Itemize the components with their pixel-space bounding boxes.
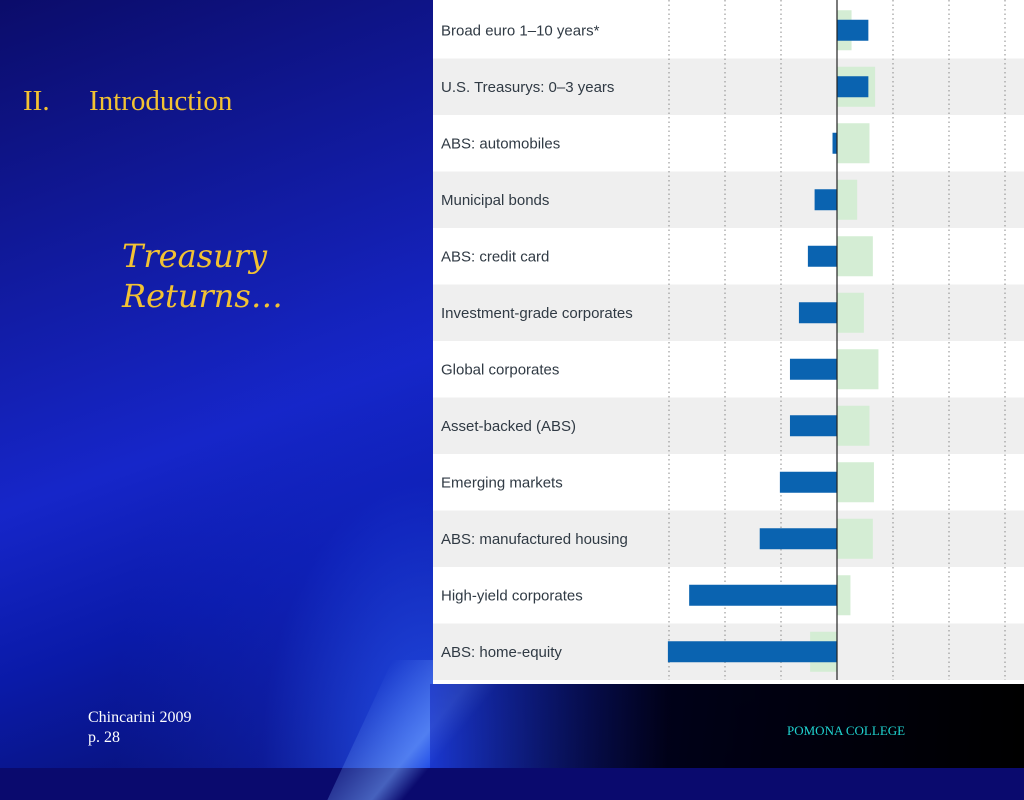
category-label: High-yield corporates <box>441 587 583 604</box>
primary-bar <box>807 245 837 267</box>
primary-bar <box>837 76 869 98</box>
secondary-bar <box>837 462 874 503</box>
primary-bar <box>779 471 837 493</box>
row-stripe <box>433 171 1024 228</box>
primary-series <box>667 19 869 663</box>
category-label: Global corporates <box>441 361 559 378</box>
primary-bar <box>832 132 837 154</box>
section-title: II. Introduction <box>23 85 232 118</box>
category-label: Municipal bonds <box>441 192 549 209</box>
footer-organization: POMONA COLLEGE <box>787 723 906 738</box>
category-label: ABS: manufactured housing <box>441 531 628 548</box>
row-stripe <box>433 510 1024 567</box>
primary-bar <box>814 189 837 211</box>
category-label: U.S. Treasurys: 0–3 years <box>441 79 614 96</box>
subtitle-line-2: Returns… <box>122 277 283 315</box>
category-label: ABS: automobiles <box>441 135 560 152</box>
secondary-bar <box>837 575 851 616</box>
category-label: ABS: credit card <box>441 248 549 265</box>
footer-author: Chincarini 2009 <box>88 709 192 726</box>
footer-citation: Chincarini 2009 p. 28 <box>88 708 192 748</box>
chart-panel: Broad euro 1–10 years* U.S. Treasurys: 0–… <box>433 0 1024 684</box>
category-label: Broad euro 1–10 years* <box>441 22 600 39</box>
category-label: Investment-grade corporates <box>441 305 633 322</box>
bar-chart: Broad euro 1–10 years* U.S. Treasurys: 0–… <box>433 0 1024 680</box>
primary-bar <box>789 358 837 380</box>
gridlines <box>668 0 1006 680</box>
category-label: ABS: home-equity <box>441 644 562 661</box>
subtitle-line-1: Treasury <box>122 237 268 275</box>
secondary-bar <box>837 292 864 333</box>
row-stripes <box>433 58 1024 680</box>
primary-bar <box>759 528 837 550</box>
primary-bar <box>689 584 837 606</box>
row-stripe <box>433 58 1024 115</box>
section-number: II. <box>23 85 50 117</box>
secondary-bar <box>837 405 870 446</box>
footer-page: p. 28 <box>88 729 120 746</box>
secondary-bar <box>837 349 879 390</box>
secondary-bar <box>837 123 870 164</box>
background-dark-band <box>430 684 1024 768</box>
row-stripe <box>433 397 1024 454</box>
secondary-bar <box>837 236 873 277</box>
secondary-bar <box>837 518 873 559</box>
secondary-bar <box>837 179 858 220</box>
primary-bar <box>789 415 837 437</box>
row-stripe <box>433 284 1024 341</box>
category-label: Emerging markets <box>441 474 563 491</box>
section-title-text: Introduction <box>89 85 233 117</box>
slide-subtitle: Treasury Returns… <box>122 236 322 316</box>
category-labels: Broad euro 1–10 years* U.S. Treasurys: 0–… <box>441 22 633 661</box>
primary-bar <box>667 641 837 663</box>
category-label: Asset-backed (ABS) <box>441 418 576 435</box>
primary-bar <box>837 19 869 41</box>
primary-bar <box>798 302 837 324</box>
